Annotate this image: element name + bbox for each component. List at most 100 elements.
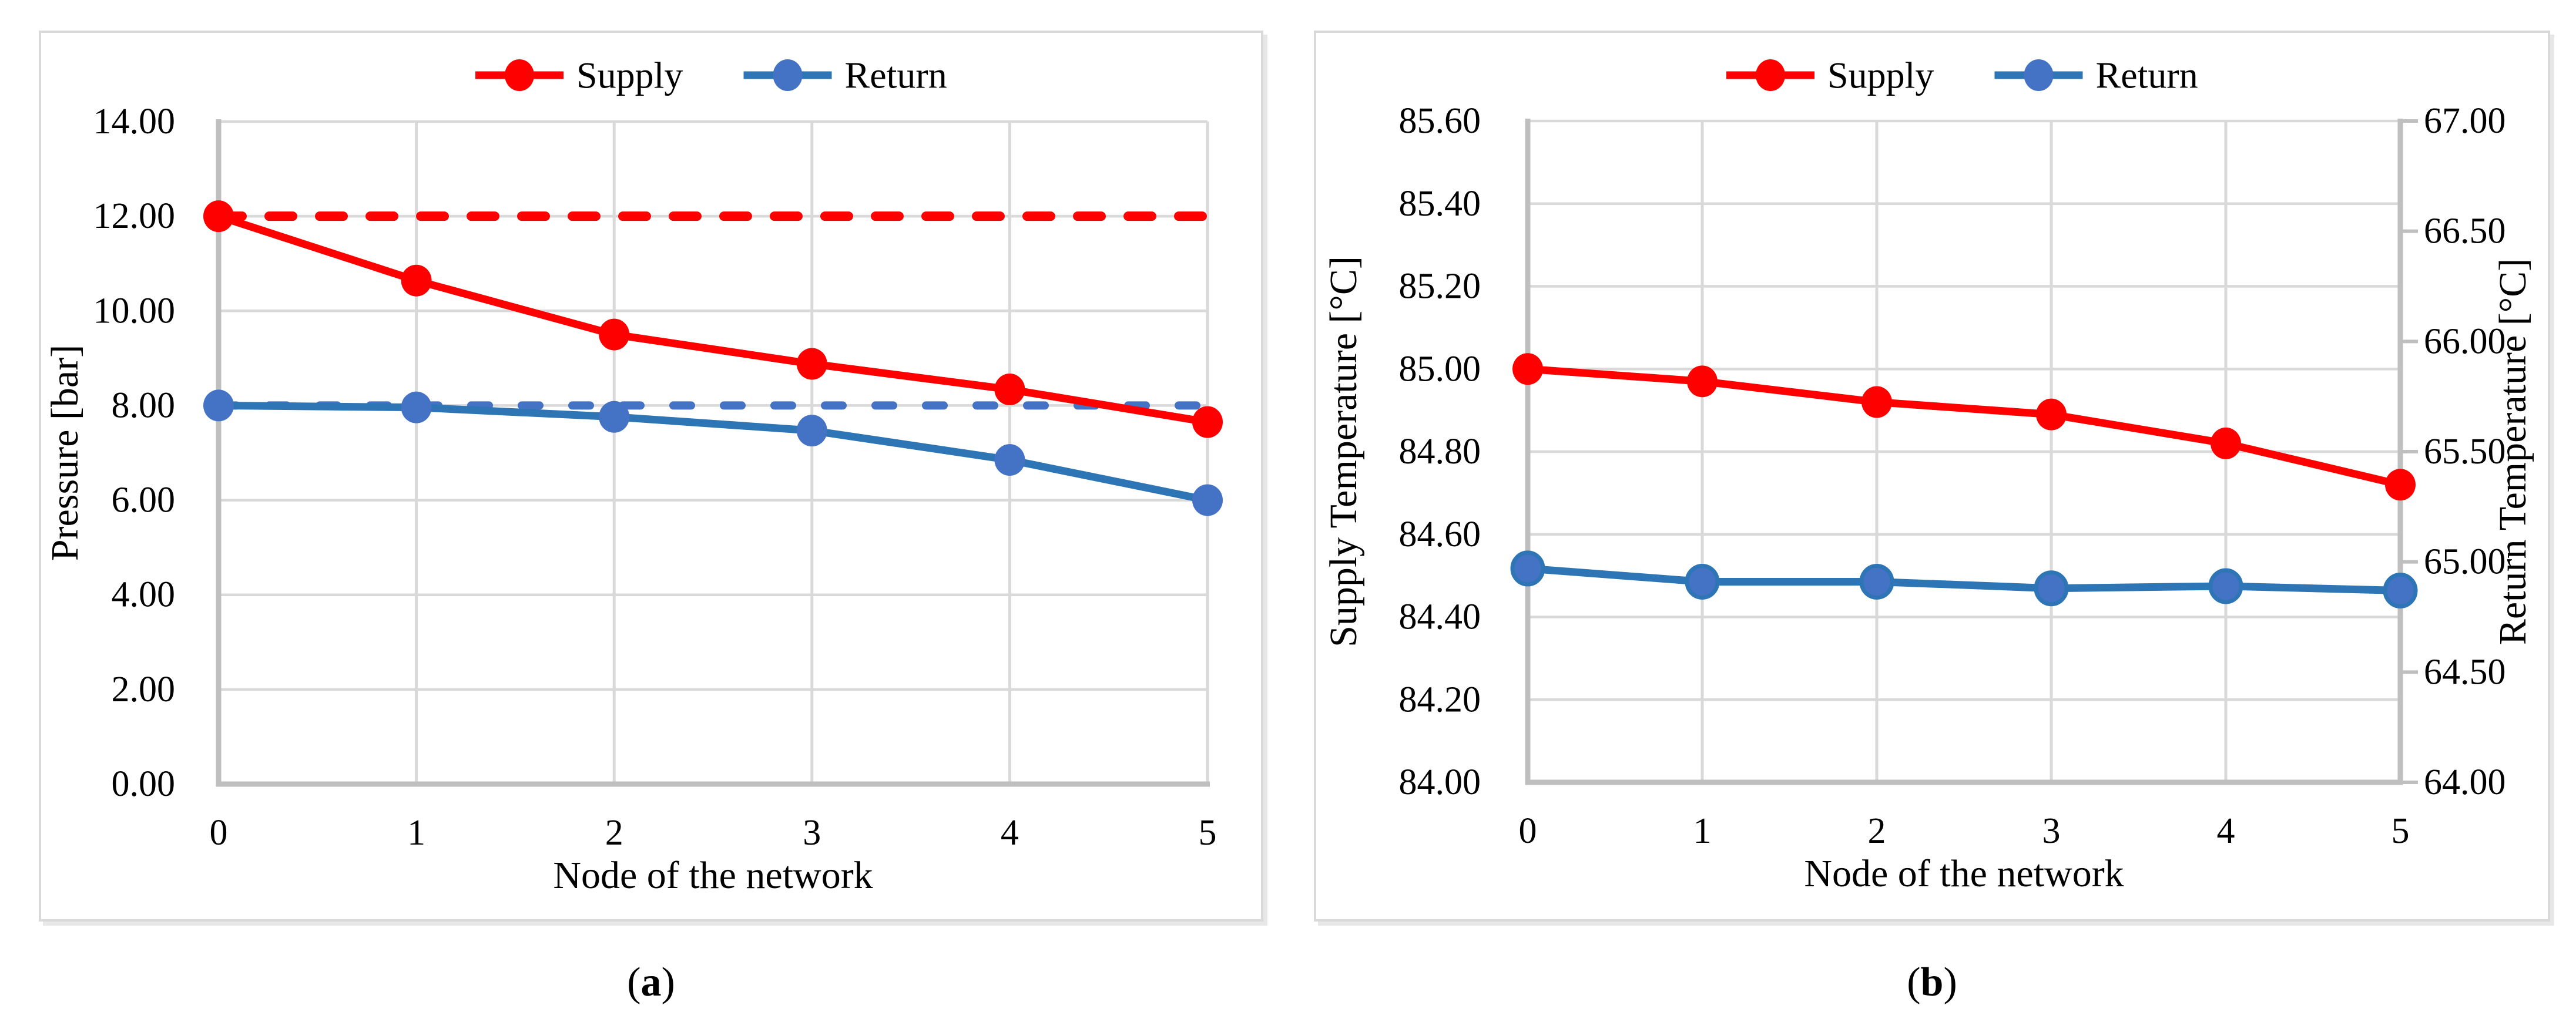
data-point-marker — [994, 444, 1025, 476]
x-tick-label: 4 — [2217, 811, 2235, 851]
legend-marker — [773, 59, 803, 91]
legend-label: Return — [2096, 55, 2198, 96]
x-tick-label: 0 — [210, 813, 228, 853]
x-tick-label: 2 — [605, 813, 623, 853]
gridlines — [219, 120, 1209, 784]
data-point-marker — [401, 391, 432, 423]
data-point-marker — [2036, 398, 2067, 431]
y-tick-label: 12.00 — [93, 196, 176, 236]
series-line-supply — [1524, 365, 2404, 489]
x-tick-label: 5 — [2391, 811, 2410, 851]
data-point-marker — [2385, 469, 2416, 501]
data-point-marker — [1192, 406, 1223, 438]
legend-label: Supply — [576, 55, 683, 96]
pressure-chart-canvas: 0.00 2.00 4.00 6.00 8.00 10.00 12.00 14.00 0 1 2 3 4… — [43, 55, 1223, 897]
x-tick-labels: 0 1 2 3 4 5 — [210, 813, 1217, 853]
y-tick-label: 85.60 — [1399, 101, 1481, 141]
data-point-marker — [796, 348, 827, 380]
y-tick-label: 85.00 — [1399, 349, 1481, 389]
y-left-tick-labels: 0.00 2.00 4.00 6.00 8.00 10.00 12.00 14.00 — [93, 102, 176, 804]
y-tick-label: 0.00 — [112, 764, 176, 804]
legend-marker — [505, 59, 535, 91]
data-point-marker — [2383, 572, 2418, 608]
y-right-tick-label: 65.00 — [2424, 542, 2506, 582]
data-point-marker — [1687, 365, 1718, 398]
y-axis-title: Pressure [bar] — [43, 345, 86, 561]
y-tick-label: 84.60 — [1399, 514, 1481, 554]
y-tick-label: 10.00 — [93, 291, 176, 331]
x-axis-title: Node of the network — [1804, 852, 2124, 895]
caption-a-close: ) — [661, 960, 675, 1005]
y-right-tick-label: 66.50 — [2424, 211, 2506, 251]
x-tick-label: 1 — [1693, 811, 1712, 851]
data-point-marker — [1512, 353, 1543, 385]
legend-marker — [1756, 59, 1786, 91]
data-point-marker — [1510, 550, 1545, 587]
y-tick-label: 84.80 — [1399, 432, 1481, 472]
series-line-return — [214, 401, 1212, 505]
temperature-chart-canvas: 84.00 84.20 84.40 84.60 84.80 85.00 85.20 85.40… — [1322, 55, 2534, 896]
chart-root: 84.00 84.20 84.40 84.60 84.80 85.00 85.20 85.40… — [1322, 55, 2534, 896]
data-point-marker — [1859, 563, 1894, 600]
legend-marker — [2024, 59, 2054, 91]
series-line-return — [1524, 564, 2404, 594]
y-tick-label: 14.00 — [93, 102, 176, 142]
data-point-marker — [599, 401, 630, 433]
data-point-marker — [994, 374, 1025, 406]
legend-label: Supply — [1827, 55, 1934, 96]
x-tick-label: 0 — [1519, 811, 1537, 851]
axes — [216, 119, 1210, 787]
data-point-marker — [203, 389, 234, 422]
x-tick-label: 1 — [407, 813, 425, 853]
y-right-axis-title: Return Temperature [°C] — [2491, 258, 2534, 645]
y-right-tick-label: 64.00 — [2424, 762, 2506, 802]
chart-panel-b: 84.00 84.20 84.40 84.60 84.80 85.00 85.20 85.40… — [1314, 31, 2550, 922]
caption-b-close: ) — [1943, 960, 1957, 1005]
series — [203, 200, 1223, 516]
data-point-marker — [203, 200, 234, 233]
x-tick-label: 4 — [1001, 813, 1019, 853]
x-tick-label: 3 — [2042, 811, 2061, 851]
y-right-tick-label: 66.00 — [2424, 321, 2506, 361]
legend-label: Return — [845, 55, 947, 96]
y-right-tick-labels: 64.00 64.50 65.00 65.50 66.00 66.50 67.00 — [2400, 101, 2506, 802]
y-right-tick-label: 65.50 — [2424, 432, 2506, 472]
y-tick-label: 85.40 — [1399, 184, 1481, 224]
y-right-tick-label: 67.00 — [2424, 101, 2506, 141]
caption-a-letter: a — [640, 960, 662, 1005]
data-point-marker — [796, 415, 827, 447]
y-tick-label: 84.40 — [1399, 597, 1481, 637]
data-point-marker — [401, 264, 432, 297]
legend: Supply Return — [1726, 55, 2198, 96]
x-tick-labels: 0 1 2 3 4 5 — [1519, 811, 2410, 851]
series — [1510, 353, 2418, 608]
caption-a: (a) — [39, 956, 1263, 1009]
x-tick-label: 2 — [1868, 811, 1886, 851]
caption-b: (b) — [1314, 956, 2550, 1009]
chart-panel-a: 0.00 2.00 4.00 6.00 8.00 10.00 12.00 14.00 0 1 2 3 4… — [39, 31, 1263, 922]
x-tick-label: 3 — [803, 813, 821, 853]
y-tick-label: 84.00 — [1399, 762, 1481, 802]
x-tick-label: 5 — [1199, 813, 1217, 853]
data-point-marker — [1192, 484, 1223, 516]
data-point-marker — [2208, 568, 2243, 604]
y-tick-label: 6.00 — [112, 480, 176, 520]
x-axis-title: Node of the network — [553, 854, 873, 897]
data-point-marker — [1685, 563, 1720, 600]
y-tick-label: 85.20 — [1399, 267, 1481, 307]
data-point-marker — [2211, 427, 2241, 459]
series-line-supply — [214, 212, 1212, 426]
data-point-marker — [599, 318, 630, 351]
y-tick-label: 8.00 — [112, 385, 176, 425]
y-right-tick-label: 64.50 — [2424, 652, 2506, 692]
y-axis-title: Supply Temperature [°C] — [1322, 256, 1365, 647]
data-point-marker — [1861, 386, 1892, 418]
y-tick-label: 4.00 — [112, 575, 176, 615]
y-tick-label: 84.20 — [1399, 680, 1481, 719]
chart-root: 0.00 2.00 4.00 6.00 8.00 10.00 12.00 14.00 0 1 2 3 4… — [43, 55, 1223, 897]
legend: Supply Return — [475, 55, 947, 96]
caption-b-letter: b — [1920, 960, 1944, 1005]
data-point-marker — [2034, 570, 2069, 607]
caption-b-open: ( — [1907, 960, 1921, 1005]
